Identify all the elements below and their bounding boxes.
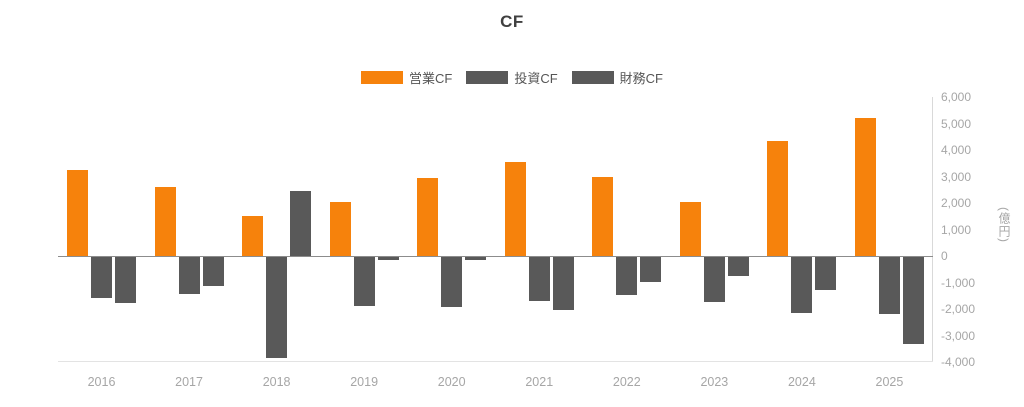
bar-financing-cf-2020 (465, 257, 487, 260)
bar-investing-cf-2021 (528, 257, 550, 301)
y-tick-label: 1,000 (941, 222, 972, 237)
x-tick-label-2017: 2017 (175, 375, 203, 389)
bar-investing-cf-2017 (178, 257, 200, 295)
bar-financing-cf-2018 (290, 191, 312, 256)
bar-financing-cf-2023 (727, 257, 749, 276)
y-tick-label: -1,000 (941, 275, 976, 290)
x-tick-label-2025: 2025 (875, 375, 904, 389)
legend-label: 財務CF (619, 71, 664, 86)
bar-financing-cf-2022 (640, 257, 662, 283)
y-tick-label: 0 (941, 249, 948, 263)
legend-item-financing-cf: 財務CF (571, 68, 664, 87)
bar-operating-cf-2022 (592, 176, 614, 256)
legend-swatch-financing-cf (571, 71, 614, 84)
legend-swatch-investing-cf (466, 71, 509, 84)
y-tick-label: -4,000 (941, 355, 976, 369)
x-tick-label-2022: 2022 (612, 375, 641, 389)
bar-operating-cf-2018 (242, 216, 264, 256)
y-axis-unit-label: (億円) (997, 207, 1011, 243)
chart-legend: 営業CF 投資CF 財務CF (0, 68, 1024, 87)
x-tick-label-2024: 2024 (787, 375, 816, 389)
zero-axis-line (58, 256, 933, 257)
bar-operating-cf-2019 (329, 201, 351, 256)
bar-investing-cf-2025 (878, 257, 900, 314)
bar-investing-cf-2024 (791, 257, 813, 313)
legend-swatch-operating-cf (360, 71, 403, 84)
y-tick-label: 2,000 (941, 196, 972, 210)
bar-operating-cf-2023 (679, 201, 701, 256)
chart-title: CF (500, 12, 524, 31)
bar-financing-cf-2017 (202, 257, 224, 287)
y-tick-label: -2,000 (941, 302, 976, 316)
x-tick-label-2016: 2016 (87, 375, 116, 389)
legend-item-operating-cf: 営業CF (360, 68, 453, 87)
bar-financing-cf-2019 (377, 257, 399, 260)
y-axis-line (932, 97, 933, 362)
bar-investing-cf-2022 (616, 257, 638, 296)
bar-financing-cf-2025 (902, 257, 924, 345)
x-tick-label-2019: 2019 (350, 375, 379, 389)
y-tick-label: 4,000 (941, 143, 972, 157)
legend-label: 投資CF (514, 71, 558, 86)
bar-operating-cf-2020 (417, 177, 439, 256)
y-tick-label: 6,000 (941, 90, 972, 104)
legend-item-investing-cf: 投資CF (466, 68, 558, 87)
y-tick-label: 5,000 (941, 116, 972, 131)
plot-area (58, 97, 933, 362)
bar-financing-cf-2024 (815, 257, 837, 291)
legend-label: 営業CF (408, 71, 453, 86)
bar-investing-cf-2016 (91, 257, 112, 299)
bar-operating-cf-2016 (67, 169, 88, 256)
bar-investing-cf-2023 (703, 257, 725, 303)
x-tick-label-2023: 2023 (700, 375, 729, 389)
bar-operating-cf-2025 (854, 118, 876, 256)
bar-investing-cf-2019 (353, 257, 375, 307)
y-tick-label: -3,000 (941, 328, 976, 343)
bar-financing-cf-2016 (115, 257, 136, 304)
bar-investing-cf-2018 (266, 257, 288, 358)
bar-operating-cf-2021 (504, 161, 526, 256)
bar-operating-cf-2024 (767, 140, 789, 256)
bar-operating-cf-2017 (154, 187, 176, 256)
bottom-gridline (58, 361, 933, 362)
bar-financing-cf-2021 (552, 257, 574, 310)
x-tick-label-2018: 2018 (262, 375, 291, 389)
x-tick-label-2020: 2020 (437, 375, 466, 389)
bar-investing-cf-2020 (441, 257, 463, 308)
x-tick-label-2021: 2021 (525, 375, 554, 389)
y-tick-label: 3,000 (941, 169, 972, 184)
